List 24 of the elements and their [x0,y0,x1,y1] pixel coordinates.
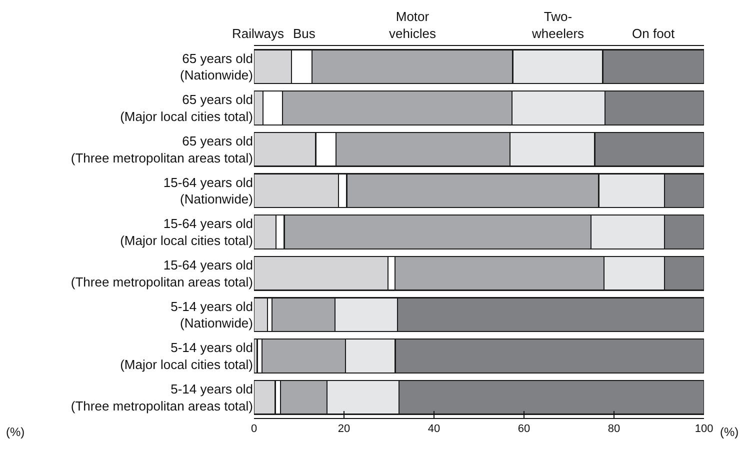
y-tick-label: 65 years old (Three metropolitan areas total) [70,133,253,166]
x-axis-title: (%) [720,425,739,439]
series-label: Motor vehicles [389,9,436,41]
x-tick-label: 40 [428,423,440,436]
bar [254,297,268,332]
y-tick-label: 65 years old (Major local cities total) [120,92,253,124]
y-tick-label: 5-14 years old (Major local cities total) [120,340,253,372]
x-tick-label: 80 [608,423,620,436]
text: (%) [6,425,25,439]
bar [254,380,276,415]
y-tick-label: 15-64 years old (Major local cities total) [120,216,253,248]
x-tick-label: 100 [694,423,714,436]
series-label: Bus [293,26,316,41]
y-tick-label: 65 years old (Nationwide) [180,50,253,83]
x-tick-label: 20 [338,423,350,436]
x-tick-label: 60 [518,423,530,436]
y-tick-label: 5-14 years old (Three metropolitan areas total) [70,381,253,414]
series-label: Railways [232,26,285,41]
series-label: On foot [632,26,676,41]
y-tick-label: 15-64 years old (Three metropolitan areas total) [70,257,253,290]
series-label: Two- wheelers [531,9,585,41]
y-tick-label: 15-64 years old (Nationwide) [163,174,253,207]
x-tick-label: 0 [250,423,258,436]
y-tick-label: 5-14 years old (Nationwide) [170,298,253,331]
